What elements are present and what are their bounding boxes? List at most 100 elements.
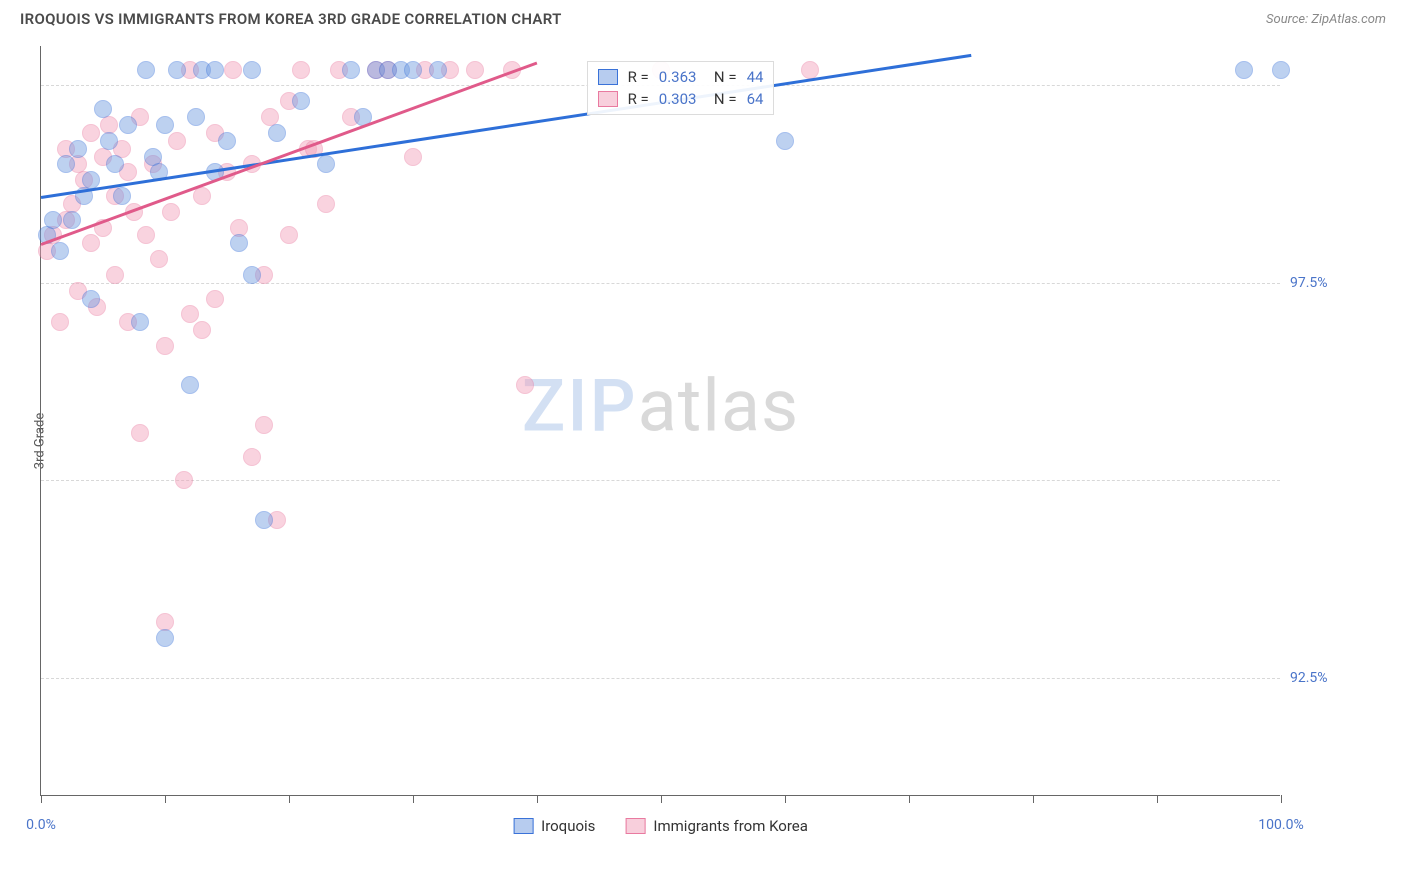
stat-r-value: 0.363 xyxy=(659,68,697,86)
chart-container: 3rd Grade ZIPatlas 92.5%97.5%0.0%100.0%R… xyxy=(40,46,1386,836)
scatter-point xyxy=(175,471,193,489)
scatter-point xyxy=(94,100,112,118)
scatter-point xyxy=(44,211,62,229)
scatter-point xyxy=(113,187,131,205)
stat-r-label: R = xyxy=(628,90,649,108)
scatter-point xyxy=(268,124,286,142)
legend-label: Iroquois xyxy=(541,817,595,835)
scatter-point xyxy=(280,226,298,244)
scatter-point xyxy=(137,61,155,79)
scatter-point xyxy=(82,290,100,308)
grid-line xyxy=(41,283,1280,284)
scatter-point xyxy=(801,61,819,79)
scatter-point xyxy=(429,61,447,79)
scatter-point xyxy=(131,424,149,442)
plot-area: ZIPatlas 92.5%97.5%0.0%100.0%R = 0.363 N… xyxy=(40,46,1280,796)
x-tick xyxy=(1033,795,1034,803)
scatter-point xyxy=(193,187,211,205)
scatter-point xyxy=(342,61,360,79)
chart-source: Source: ZipAtlas.com xyxy=(1266,12,1386,27)
scatter-point xyxy=(317,155,335,173)
x-tick xyxy=(289,795,290,803)
scatter-point xyxy=(243,448,261,466)
scatter-point xyxy=(156,116,174,134)
scatter-point xyxy=(1272,61,1290,79)
scatter-point xyxy=(1235,61,1253,79)
scatter-point xyxy=(51,242,69,260)
scatter-point xyxy=(63,211,81,229)
x-tick xyxy=(1281,795,1282,803)
scatter-point xyxy=(317,195,335,213)
scatter-point xyxy=(224,61,242,79)
scatter-point xyxy=(206,290,224,308)
scatter-point xyxy=(776,132,794,150)
watermark-zip: ZIP xyxy=(522,363,638,448)
scatter-point xyxy=(404,148,422,166)
stat-n-value: 44 xyxy=(747,68,764,86)
stat-n-label: N = xyxy=(706,68,736,86)
scatter-point xyxy=(187,108,205,126)
scatter-point xyxy=(150,250,168,268)
x-tick-label: 0.0% xyxy=(26,817,56,833)
scatter-point xyxy=(69,140,87,158)
scatter-point xyxy=(106,266,124,284)
grid-line xyxy=(41,480,1280,481)
scatter-point xyxy=(230,234,248,252)
stats-row: R = 0.303 N = 64 xyxy=(598,88,764,110)
scatter-point xyxy=(181,376,199,394)
scatter-point xyxy=(51,313,69,331)
chart-title: IROQUOIS VS IMMIGRANTS FROM KOREA 3RD GR… xyxy=(20,10,562,28)
x-tick xyxy=(537,795,538,803)
scatter-point xyxy=(156,337,174,355)
y-tick-label: 97.5% xyxy=(1290,275,1360,291)
legend-label: Immigrants from Korea xyxy=(653,817,807,835)
stats-box: R = 0.363 N = 44R = 0.303 N = 64 xyxy=(587,61,775,115)
scatter-point xyxy=(168,132,186,150)
y-tick-label: 92.5% xyxy=(1290,670,1360,686)
x-tick xyxy=(165,795,166,803)
scatter-point xyxy=(131,313,149,331)
legend-swatch-icon xyxy=(625,818,645,834)
scatter-point xyxy=(404,61,422,79)
scatter-point xyxy=(466,61,484,79)
stat-n-value: 64 xyxy=(747,90,764,108)
scatter-point xyxy=(218,132,236,150)
watermark-atlas: atlas xyxy=(638,363,800,448)
scatter-point xyxy=(168,61,186,79)
scatter-point xyxy=(106,155,124,173)
scatter-point xyxy=(82,234,100,252)
legend-swatch-icon xyxy=(598,91,618,107)
legend-item: Immigrants from Korea xyxy=(625,817,807,835)
scatter-point xyxy=(82,124,100,142)
x-tick xyxy=(41,795,42,803)
scatter-point xyxy=(193,321,211,339)
stat-n-label: N = xyxy=(706,90,736,108)
scatter-point xyxy=(156,629,174,647)
scatter-point xyxy=(243,61,261,79)
scatter-point xyxy=(206,61,224,79)
x-tick-label: 100.0% xyxy=(1258,817,1303,833)
x-tick xyxy=(661,795,662,803)
watermark: ZIPatlas xyxy=(522,363,799,448)
scatter-point xyxy=(162,203,180,221)
scatter-point xyxy=(181,305,199,323)
bottom-legend: Iroquois Immigrants from Korea xyxy=(513,817,808,835)
stat-r-value: 0.303 xyxy=(659,90,697,108)
scatter-point xyxy=(292,61,310,79)
x-tick xyxy=(909,795,910,803)
scatter-point xyxy=(137,226,155,244)
grid-line xyxy=(41,678,1280,679)
scatter-point xyxy=(100,132,118,150)
legend-swatch-icon xyxy=(513,818,533,834)
x-tick xyxy=(413,795,414,803)
x-tick xyxy=(785,795,786,803)
chart-header: IROQUOIS VS IMMIGRANTS FROM KOREA 3RD GR… xyxy=(0,0,1406,34)
scatter-point xyxy=(57,155,75,173)
scatter-point xyxy=(243,266,261,284)
scatter-point xyxy=(255,511,273,529)
stats-row: R = 0.363 N = 44 xyxy=(598,66,764,88)
stat-r-label: R = xyxy=(628,68,649,86)
scatter-point xyxy=(516,376,534,394)
legend-item: Iroquois xyxy=(513,817,595,835)
scatter-point xyxy=(255,416,273,434)
